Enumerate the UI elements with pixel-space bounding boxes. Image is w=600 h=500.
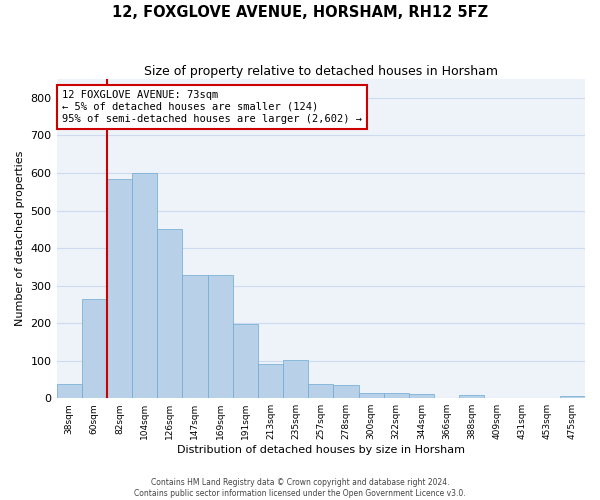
Bar: [107, 178, 132, 398]
Y-axis label: Number of detached properties: Number of detached properties: [15, 151, 25, 326]
Bar: [383, 394, 409, 398]
Bar: [334, 385, 359, 398]
Bar: [359, 394, 383, 398]
Bar: [283, 360, 308, 398]
Bar: [258, 364, 283, 398]
Bar: [132, 173, 157, 398]
X-axis label: Distribution of detached houses by size in Horsham: Distribution of detached houses by size …: [177, 445, 465, 455]
Bar: [459, 395, 484, 398]
Text: 12 FOXGLOVE AVENUE: 73sqm
← 5% of detached houses are smaller (124)
95% of semi-: 12 FOXGLOVE AVENUE: 73sqm ← 5% of detach…: [62, 90, 362, 124]
Text: 12, FOXGLOVE AVENUE, HORSHAM, RH12 5FZ: 12, FOXGLOVE AVENUE, HORSHAM, RH12 5FZ: [112, 5, 488, 20]
Title: Size of property relative to detached houses in Horsham: Size of property relative to detached ho…: [144, 65, 498, 78]
Bar: [409, 394, 434, 398]
Bar: [56, 384, 82, 398]
Bar: [308, 384, 334, 398]
Bar: [182, 275, 208, 398]
Bar: [560, 396, 585, 398]
Bar: [82, 298, 107, 398]
Bar: [157, 230, 182, 398]
Text: Contains HM Land Registry data © Crown copyright and database right 2024.
Contai: Contains HM Land Registry data © Crown c…: [134, 478, 466, 498]
Bar: [208, 275, 233, 398]
Bar: [233, 324, 258, 398]
